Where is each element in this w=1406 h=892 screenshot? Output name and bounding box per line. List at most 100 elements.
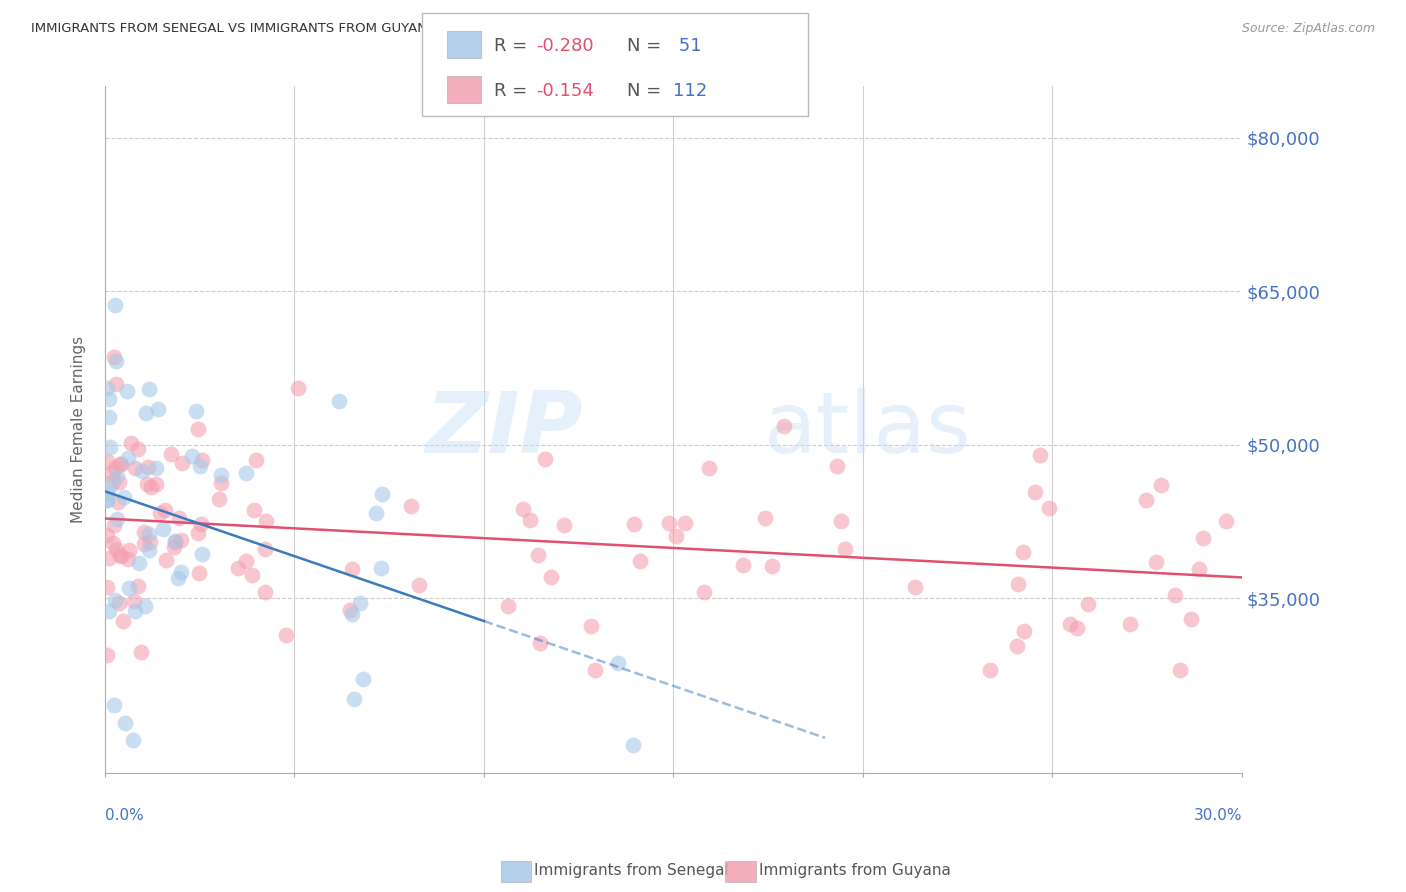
Point: [117, 552, 139, 566]
Text: 30.0%: 30.0%: [1194, 808, 1241, 823]
Point: [138, 527, 160, 541]
Text: Immigrants from Guyana: Immigrants from Guyana: [759, 863, 950, 878]
Point: [825, 458, 848, 473]
Point: [167, 511, 190, 525]
Point: [105, 542, 128, 557]
Point: [606, 656, 628, 670]
Point: [1168, 663, 1191, 677]
Text: Immigrants from Senegal: Immigrants from Senegal: [534, 863, 730, 878]
Point: [145, 476, 167, 491]
Point: [107, 597, 129, 611]
Point: [152, 522, 174, 536]
Point: [184, 404, 207, 418]
Point: [328, 393, 350, 408]
Point: [1188, 562, 1211, 576]
Point: [1215, 514, 1237, 528]
Point: [96, 493, 118, 508]
Point: [124, 461, 146, 475]
Point: [131, 464, 153, 478]
Point: [1011, 545, 1033, 559]
Point: [101, 536, 124, 550]
Point: [979, 663, 1001, 677]
Text: -0.154: -0.154: [536, 82, 593, 100]
Point: [155, 553, 177, 567]
Point: [370, 560, 392, 574]
Point: [226, 561, 249, 575]
Point: [163, 540, 186, 554]
Point: [1066, 621, 1088, 635]
Point: [103, 518, 125, 533]
Point: [754, 510, 776, 524]
Text: -0.280: -0.280: [536, 37, 593, 55]
Point: [96, 381, 118, 395]
Point: [96, 648, 118, 662]
Point: [103, 698, 125, 712]
Point: [235, 466, 257, 480]
Point: [170, 456, 193, 470]
Point: [209, 467, 232, 482]
Point: [364, 506, 387, 520]
Point: [253, 585, 276, 599]
Point: [254, 514, 277, 528]
Point: [191, 453, 214, 467]
Point: [190, 547, 212, 561]
Point: [1012, 624, 1035, 638]
Point: [628, 554, 651, 568]
Point: [117, 384, 139, 398]
Point: [693, 584, 716, 599]
Point: [134, 537, 156, 551]
Point: [135, 406, 157, 420]
Point: [134, 599, 156, 613]
Point: [96, 527, 118, 541]
Point: [287, 382, 309, 396]
Point: [343, 692, 366, 706]
Point: [167, 571, 190, 585]
Point: [107, 495, 129, 509]
Text: 0.0%: 0.0%: [105, 808, 143, 823]
Point: [342, 562, 364, 576]
Point: [1038, 501, 1060, 516]
Point: [187, 526, 209, 541]
Point: [254, 541, 277, 556]
Point: [114, 715, 136, 730]
Point: [761, 558, 783, 573]
Point: [408, 578, 430, 592]
Point: [97, 392, 120, 406]
Point: [1192, 531, 1215, 545]
Point: [103, 475, 125, 489]
Point: [117, 451, 139, 466]
Point: [188, 566, 211, 581]
Point: [673, 516, 696, 531]
Point: [1005, 639, 1028, 653]
Point: [579, 619, 602, 633]
Point: [122, 594, 145, 608]
Point: [519, 512, 541, 526]
Point: [401, 499, 423, 513]
Text: N =: N =: [627, 82, 666, 100]
Point: [155, 502, 177, 516]
Point: [136, 459, 159, 474]
Point: [105, 512, 128, 526]
Point: [160, 447, 183, 461]
Point: [129, 645, 152, 659]
Point: [149, 506, 172, 520]
Point: [540, 569, 562, 583]
Point: [170, 565, 193, 579]
Point: [105, 353, 128, 368]
Point: [621, 739, 644, 753]
Point: [112, 614, 135, 628]
Point: [110, 457, 132, 471]
Point: [371, 487, 394, 501]
Point: [1144, 555, 1167, 569]
Point: [110, 457, 132, 471]
Text: R =: R =: [494, 82, 533, 100]
Point: [104, 460, 127, 475]
Point: [127, 579, 149, 593]
Point: [146, 402, 169, 417]
Point: [658, 516, 681, 531]
Point: [1024, 484, 1046, 499]
Point: [108, 475, 131, 489]
Point: [240, 567, 263, 582]
Point: [98, 480, 121, 494]
Point: [623, 517, 645, 532]
